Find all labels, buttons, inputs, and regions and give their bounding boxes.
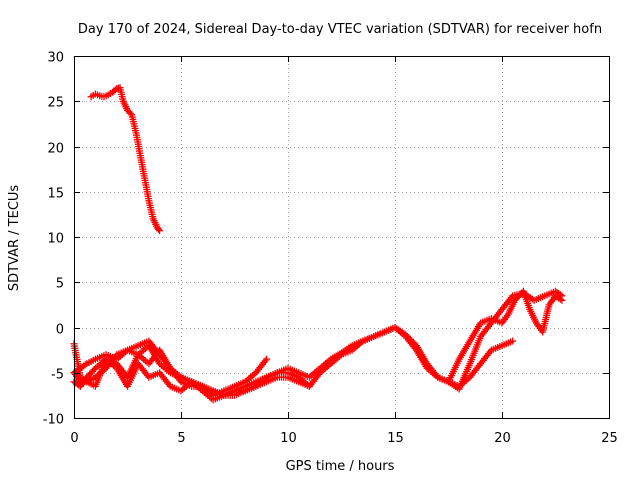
data-point xyxy=(509,337,517,345)
x-tick-label: 25 xyxy=(601,431,618,446)
y-tick-label: 0 xyxy=(56,323,64,338)
data-point xyxy=(156,227,164,235)
chart-title: Day 170 of 2024, Sidereal Day-to-day VTE… xyxy=(78,22,602,37)
data-point-interp xyxy=(126,109,134,117)
y-tick-label: 25 xyxy=(47,96,64,111)
x-tick-labels: 0 5 10 15 20 25 xyxy=(70,431,617,446)
y-tick-label: 15 xyxy=(47,187,64,202)
x-tick-label: 20 xyxy=(494,431,511,446)
data-point xyxy=(263,355,271,363)
y-tick-label: 30 xyxy=(47,51,64,66)
x-tick-label: 5 xyxy=(177,431,185,446)
x-tick-label: 10 xyxy=(280,431,297,446)
data-point-interp xyxy=(155,225,163,233)
data-point-interp xyxy=(556,295,564,303)
data-points xyxy=(70,84,566,404)
y-tick-label: 10 xyxy=(47,232,64,247)
data-point-interp xyxy=(90,366,98,374)
x-axis-label: GPS time / hours xyxy=(286,459,395,474)
data-point-interp xyxy=(81,361,89,369)
x-tick-label: 0 xyxy=(70,431,78,446)
gridlines xyxy=(74,56,609,418)
y-tick-labels: -10 -5 0 5 10 15 20 25 30 xyxy=(43,51,64,428)
y-tick-label: -5 xyxy=(51,368,64,383)
data-point xyxy=(558,296,566,304)
y-tick-label: -10 xyxy=(43,413,64,428)
axes xyxy=(74,56,610,419)
y-tick-label: 5 xyxy=(56,277,64,292)
y-tick-label: 20 xyxy=(47,142,64,157)
y-axis-label: SDTVAR / TECUs xyxy=(7,185,22,292)
x-tick-label: 15 xyxy=(387,431,404,446)
